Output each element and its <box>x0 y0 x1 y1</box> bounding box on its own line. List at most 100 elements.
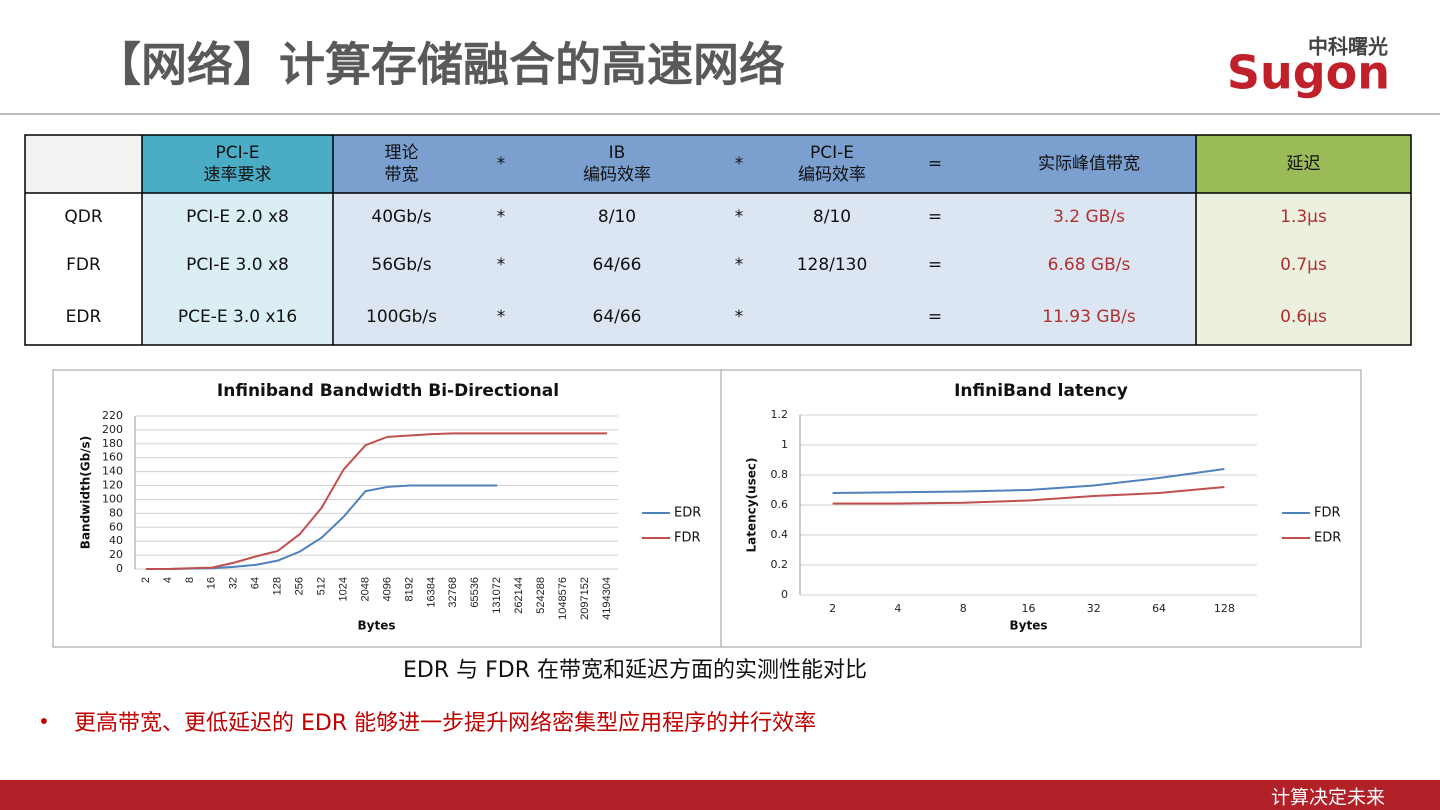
table-text: 6.68 GB/s <box>1048 255 1131 275</box>
y-tick-label: 200 <box>102 423 123 436</box>
x-tick-label: 64 <box>250 577 262 589</box>
y-tick-label: 0.2 <box>771 558 789 571</box>
y-tick-label: 180 <box>102 437 123 450</box>
table-text: * <box>497 154 506 174</box>
table-cell-bg <box>333 240 1196 290</box>
x-tick-label: 32 <box>1087 602 1101 615</box>
table-text: * <box>735 154 744 174</box>
y-tick-label: 0.6 <box>771 498 789 511</box>
table-text: * <box>497 307 506 327</box>
y-tick-label: 120 <box>102 479 123 492</box>
y-axis-label: Latency(usec) <box>745 457 759 552</box>
y-tick-label: 140 <box>102 465 123 478</box>
table-text: PCE-E 3.0 x16 <box>178 307 297 327</box>
table-text: 0.6μs <box>1280 307 1327 327</box>
x-tick-label: 4 <box>894 602 901 615</box>
table-text: PCI-E 3.0 x8 <box>186 255 289 275</box>
table-cell-bg <box>1196 240 1411 290</box>
table-text: EDR <box>66 307 102 327</box>
table-header-text: 带宽 <box>385 165 419 185</box>
table-cell-bg <box>142 135 333 193</box>
table-text: 实际峰值带宽 <box>1038 154 1140 174</box>
table-text: QDR <box>64 207 102 227</box>
y-tick-label: 160 <box>102 451 123 464</box>
x-tick-label: 4194304 <box>601 577 613 620</box>
table-header-text: IB <box>609 143 626 163</box>
table-text: 0.7μs <box>1280 255 1327 275</box>
bullet-text: 更高带宽、更低延迟的 EDR 能够进一步提升网络密集型应用程序的并行效率 <box>74 711 816 736</box>
logo-cn: 中科曙光 <box>1308 35 1388 59</box>
legend-label: FDR <box>674 531 701 546</box>
table-cell-bg <box>142 290 333 345</box>
x-tick-label: 1024 <box>337 577 349 601</box>
table-header-text: 速率要求 <box>204 165 272 185</box>
table-header-text: 编码效率 <box>798 165 866 185</box>
table-cell-bg <box>333 290 1196 345</box>
table-text: * <box>735 207 744 227</box>
table-text: 延迟 <box>1287 154 1321 174</box>
y-tick-label: 0.8 <box>771 468 789 481</box>
table-text: 3.2 GB/s <box>1053 207 1125 227</box>
table-text: 1.3μs <box>1280 207 1327 227</box>
table-text: 40Gb/s <box>371 207 431 227</box>
x-tick-label: 8 <box>184 577 196 583</box>
table-text: = <box>928 307 942 327</box>
table-cell-bg <box>25 290 142 345</box>
x-tick-label: 8192 <box>403 577 415 601</box>
y-tick-label: 0 <box>781 588 788 601</box>
y-tick-label: 60 <box>109 520 123 533</box>
table-text: = <box>928 255 942 275</box>
y-tick-label: 40 <box>109 534 123 547</box>
table-text: 100Gb/s <box>366 307 437 327</box>
bullet-dot: • <box>38 710 50 734</box>
footer-text: 计算决定未来 <box>1271 787 1385 809</box>
x-tick-label: 32768 <box>447 577 459 608</box>
logo-en: Sugon <box>1227 46 1390 100</box>
table-text: 11.93 GB/s <box>1042 307 1136 327</box>
table-text: 64/66 <box>593 307 642 327</box>
chart-title: Infiniband Bandwidth Bi-Directional <box>217 381 559 401</box>
x-tick-label: 128 <box>1214 602 1235 615</box>
table-header-text: 理论 <box>385 143 419 163</box>
x-tick-label: 2 <box>140 577 152 583</box>
table-text: = <box>928 207 942 227</box>
table-header-text: PCI-E <box>215 143 259 163</box>
table-text: * <box>735 307 744 327</box>
table-header-text: PCI-E <box>810 143 854 163</box>
x-tick-label: 65536 <box>469 577 481 608</box>
legend-label: FDR <box>1314 506 1341 521</box>
table-cell-bg <box>25 135 142 193</box>
table-cell-bg <box>1196 290 1411 345</box>
chart-title: InfiniBand latency <box>954 381 1128 401</box>
x-tick-label: 4 <box>162 577 174 583</box>
y-axis-label: Bandwidth(Gb/s) <box>79 436 93 549</box>
table-text: 128/130 <box>797 255 868 275</box>
table-text: FDR <box>66 255 101 275</box>
x-tick-label: 64 <box>1152 602 1166 615</box>
table-border <box>24 134 1412 346</box>
y-tick-label: 0 <box>116 562 123 575</box>
table-text: 64/66 <box>593 255 642 275</box>
table-text: * <box>497 207 506 227</box>
table-cell-bg <box>333 135 1196 193</box>
y-tick-label: 0.4 <box>771 528 789 541</box>
x-tick-label: 1048576 <box>557 577 569 620</box>
y-tick-label: 1.2 <box>771 408 789 421</box>
legend-label: EDR <box>674 506 701 521</box>
slide-title: 【网络】计算存储融合的高速网络 <box>95 38 785 92</box>
table-cell-bg <box>1196 193 1411 240</box>
x-tick-label: 131072 <box>491 577 503 614</box>
table-text: * <box>735 255 744 275</box>
caption: EDR 与 FDR 在带宽和延迟方面的实测性能对比 <box>403 658 867 683</box>
table-header-text: 编码效率 <box>583 165 651 185</box>
x-tick-label: 524288 <box>535 577 547 614</box>
y-tick-label: 1 <box>781 438 788 451</box>
table-text: * <box>497 255 506 275</box>
table-cell-bg <box>142 240 333 290</box>
x-axis-label: Bytes <box>1010 619 1048 633</box>
x-tick-label: 32 <box>228 577 240 589</box>
table-cell-bg <box>25 240 142 290</box>
table-text: PCI-E 2.0 x8 <box>186 207 289 227</box>
x-tick-label: 8 <box>960 602 967 615</box>
